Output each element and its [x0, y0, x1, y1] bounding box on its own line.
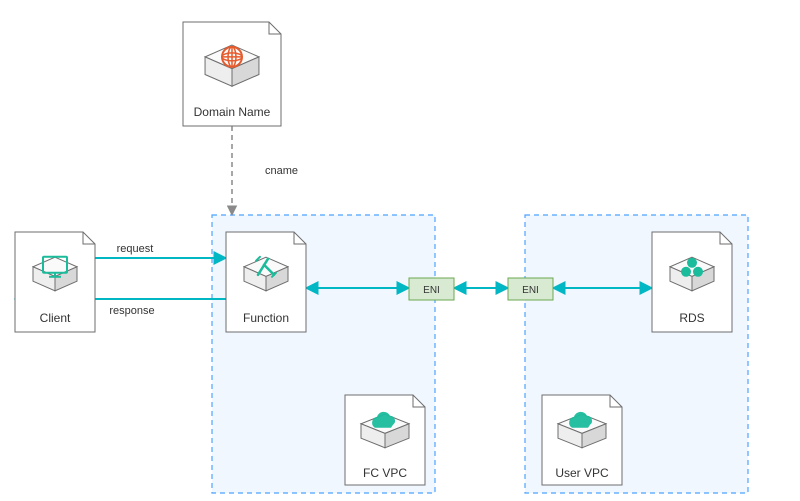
eni-right-label: ENI: [522, 285, 539, 296]
card-domain-label: Domain Name: [194, 105, 271, 119]
card-client-label: Client: [40, 311, 71, 325]
eni-left-label: ENI: [423, 285, 440, 296]
card-domain: Domain Name: [183, 22, 281, 126]
card-fc_vpc-label: FC VPC: [363, 466, 407, 480]
card-rds: RDS: [652, 232, 732, 332]
label-cname: cname: [265, 165, 298, 177]
card-user_vpc: User VPC: [542, 395, 622, 485]
architecture-diagram: cname request response ENI ENI Domain Name Cli…: [0, 0, 800, 501]
label-response: response: [109, 305, 154, 317]
card-rds-label: RDS: [679, 311, 704, 325]
card-client: Client: [15, 232, 95, 332]
card-user_vpc-label: User VPC: [555, 466, 609, 480]
card-fc_vpc: FC VPC: [345, 395, 425, 485]
label-request: request: [117, 243, 154, 255]
card-function-label: Function: [243, 311, 289, 325]
card-function: Function: [226, 232, 306, 332]
